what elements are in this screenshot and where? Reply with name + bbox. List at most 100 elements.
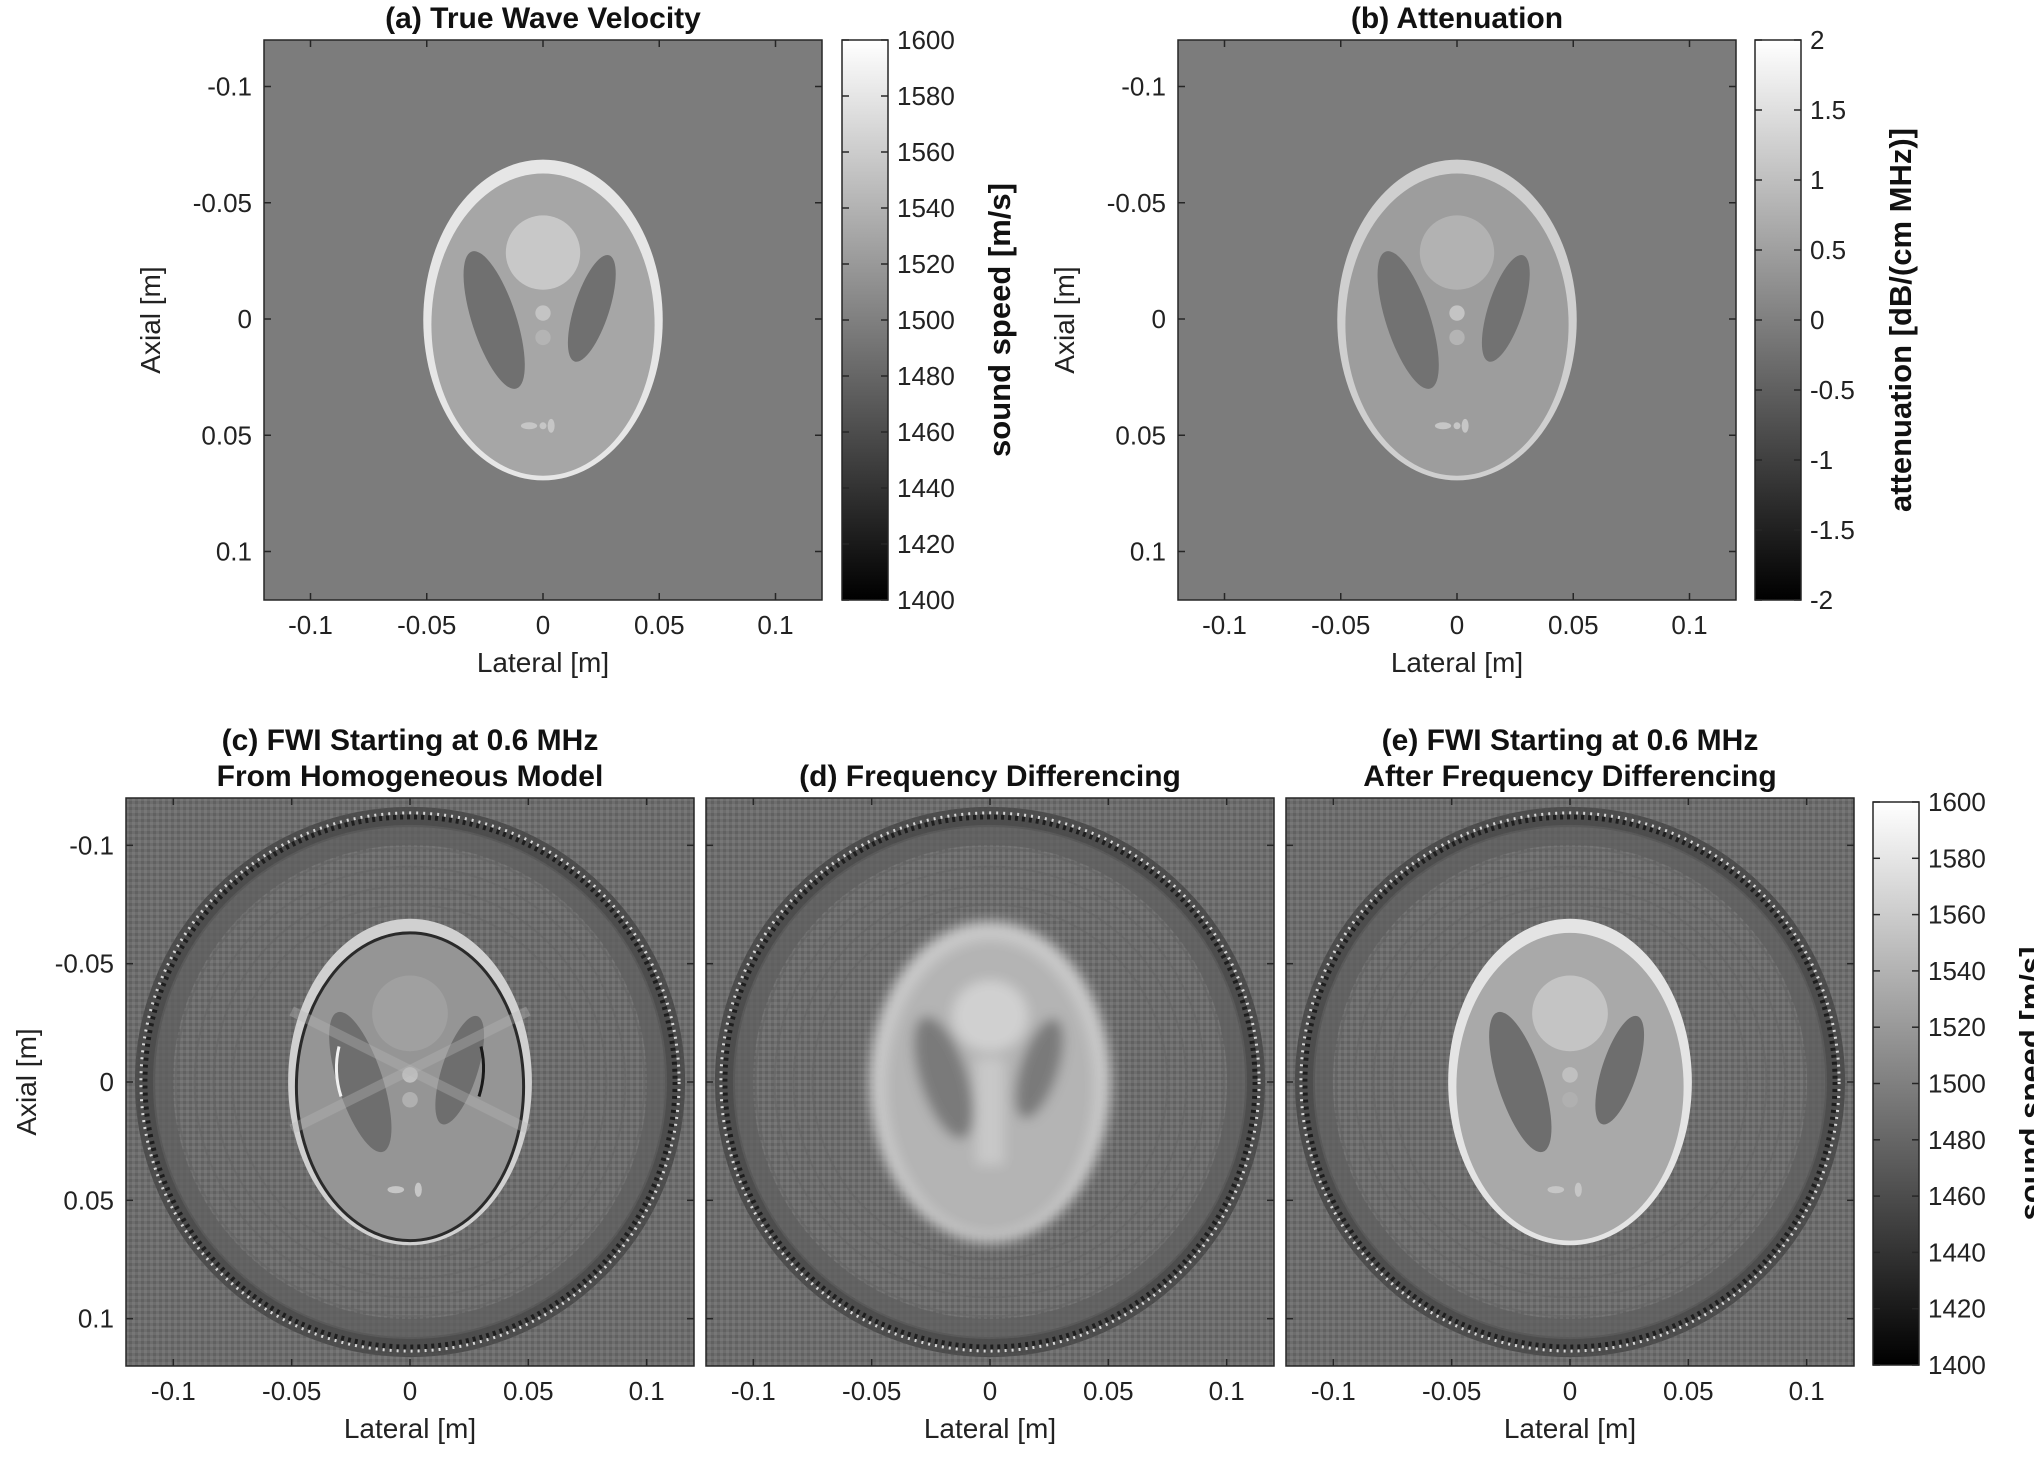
x-axis-label: Lateral [m] [344,1413,476,1444]
colorbar-tick-label: 1580 [897,81,955,111]
y-tick-label: 0.1 [78,1304,114,1334]
colorbar-tick-label: 1560 [1928,900,1986,930]
y-tick-label: -0.1 [207,72,252,102]
ring-artifact [142,814,678,1350]
panel-title: After Frequency Differencing [1363,760,1776,793]
colorbar-tick-label: 0.5 [1810,235,1846,265]
ring-artifact [231,903,589,1261]
panel-a: (a) True Wave Velocity -0.1 -0.1 -0.05 -0.05… [135,2,823,678]
colorbar-label: sound speed [m/s] [2013,947,2034,1221]
x-axis-label: Lateral [m] [924,1413,1056,1444]
colorbar-tick-label: 1520 [1928,1012,1986,1042]
colorbar-tick-label: 1 [1810,165,1824,195]
y-tick-label: 0 [100,1067,114,1097]
x-tick-label: -0.1 [1202,610,1247,640]
colorbar-tick-label: -0.5 [1810,375,1855,405]
y-tick-label: 0.1 [216,537,252,567]
y-tick-label: -0.1 [1121,72,1166,102]
phantom-left-ventricle [913,1016,974,1139]
x-axis-label: Lateral [m] [477,647,609,678]
colorbar-tick-label: 1420 [897,529,955,559]
colorbar-tick-label: 1440 [897,473,955,503]
panel-title: (e) FWI Starting at 0.6 MHz [1382,724,1759,757]
phantom-small-dot [1449,329,1465,346]
colorbar-tick-label: -2 [1810,585,1833,615]
streak-artifact [334,1046,343,1097]
panel-title: (a) True Wave Velocity [385,2,701,35]
panel-title: (d) Frequency Differencing [799,760,1181,793]
x-tick-label: 0 [403,1376,417,1406]
y-axis-label: Axial [m] [135,266,166,373]
y-tick-label: 0.1 [1130,537,1166,567]
y-tick-label: -0.05 [193,188,252,218]
ring-artifact [139,811,681,1353]
phantom-brain [296,932,524,1241]
phantom-small-dot [1453,422,1461,430]
phantom-small-dot [535,305,551,321]
panel-title: From Homogeneous Model [217,760,604,793]
colorbar-tick-label: -1.5 [1810,515,1855,545]
phantom-right-ventricle [1595,1015,1645,1125]
x-tick-label: 0.05 [1083,1376,1134,1406]
phantom-upper-blob [952,980,1028,1052]
phantom-right-ventricle [1481,255,1530,362]
colorbar-cb-b: 2 1.5 1 0.5 0 -0.5 -1 -1.5 -2 attenuation [dB/(cm… [1754,25,1918,615]
x-tick-label: 0 [983,1376,997,1406]
colorbar-tick-label: 1440 [1928,1237,1986,1267]
streak-artifact [289,1006,531,1134]
phantom-small-dot [1461,418,1469,433]
phantom-brain [1345,173,1569,476]
ring-artifact [792,884,1188,1280]
streak-artifact [289,1006,531,1134]
colorbar-tick-label: 1460 [897,417,955,447]
y-tick-label: 0 [238,304,252,334]
x-tick-label: 0.05 [634,610,685,640]
panel-image [1286,798,1854,1366]
panel-d: (d) Frequency Differencing -0.1 -0.05 0 0.05… [705,760,1275,1444]
ring-artifact [152,824,668,1340]
phantom-small-dot [402,1067,418,1083]
x-tick-label: 0.1 [1209,1376,1245,1406]
colorbar-tick-label: 1400 [897,585,955,615]
phantom-left-ventricle [329,1011,392,1153]
y-axis-label: Axial [m] [11,1028,42,1135]
colorbar-tick-label: 1520 [897,249,955,279]
x-tick-label: 0 [1450,610,1464,640]
colorbar-tick-label: 1460 [1928,1181,1986,1211]
colorbar-gradient [1872,801,1920,1366]
phantom-right-ventricle [1015,1018,1064,1119]
x-tick-label: 0 [1563,1376,1577,1406]
ring-artifact [212,884,608,1280]
colorbar-tick-label: 1560 [897,137,955,167]
x-tick-label: -0.1 [151,1376,196,1406]
phantom-small-dot [535,329,551,346]
phantom-upper-blob [372,975,448,1052]
colorbar-tick-label: 1540 [897,193,955,223]
ring-artifact [193,865,627,1299]
ring-artifact [1391,903,1749,1261]
x-tick-label: 0.1 [1671,610,1707,640]
panel-image [1178,40,1736,600]
phantom-small-dot [520,422,538,430]
colorbar-tick-label: 2 [1810,25,1824,55]
colorbar-tick-label: -1 [1810,445,1833,475]
ring-artifact [754,846,1226,1318]
x-tick-label: 0.05 [1663,1376,1714,1406]
colorbar-tick-label: 1500 [897,305,955,335]
phantom-small-dot [547,418,555,433]
phantom-small-dot [1562,1067,1578,1083]
x-tick-label: -0.05 [1311,610,1370,640]
y-axis-label: Axial [m] [1049,266,1080,373]
colorbar-tick-label: 1480 [897,361,955,391]
panels-layer: (a) True Wave Velocity -0.1 -0.1 -0.05 -0.05… [11,2,2034,1444]
y-tick-label: 0 [1152,304,1166,334]
colorbar-cb-a: 1600 1580 1560 1540 1520 1500 1480 1460 1440 1420… [841,25,1017,615]
phantom-upper-blob [1419,215,1495,290]
phantom-left-ventricle [463,251,525,389]
ring-artifact [811,903,1169,1261]
ring-artifact [722,814,1258,1350]
phantom-small-dot [1547,1186,1565,1194]
